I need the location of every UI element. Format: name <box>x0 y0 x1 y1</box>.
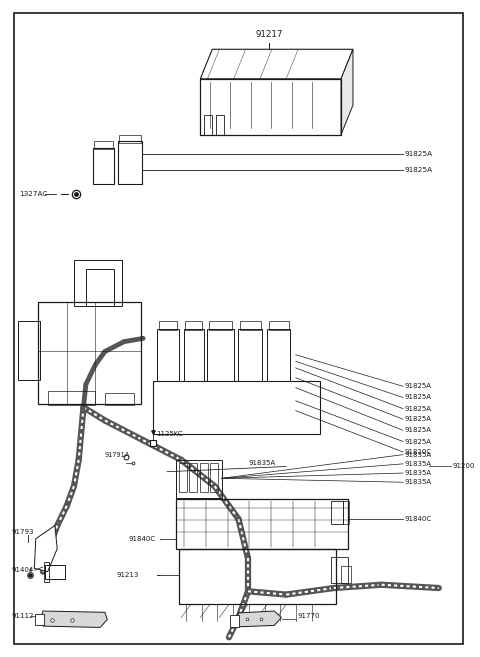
Text: 91791A: 91791A <box>105 452 130 459</box>
Bar <box>207 328 234 381</box>
Polygon shape <box>236 611 281 627</box>
Text: 91770: 91770 <box>297 613 320 620</box>
Text: 91213: 91213 <box>117 572 139 578</box>
Polygon shape <box>200 49 353 79</box>
Text: 91835A: 91835A <box>405 451 432 458</box>
Bar <box>343 501 349 524</box>
Bar <box>153 381 320 434</box>
Bar <box>93 148 114 184</box>
Bar <box>179 549 336 604</box>
Bar <box>74 260 121 306</box>
Bar <box>177 460 222 498</box>
Bar <box>341 566 350 583</box>
Bar <box>268 321 288 330</box>
Polygon shape <box>341 49 353 135</box>
Bar <box>332 501 343 524</box>
Text: 91835A: 91835A <box>405 470 432 476</box>
Text: 91793: 91793 <box>12 529 35 535</box>
Bar <box>230 615 239 627</box>
Text: 91404: 91404 <box>12 567 34 574</box>
Bar <box>119 135 141 143</box>
Text: 91825A: 91825A <box>405 383 432 390</box>
Bar <box>44 562 48 582</box>
Text: 91825A: 91825A <box>405 166 432 173</box>
Text: 1327AC: 1327AC <box>19 191 48 197</box>
Text: 91825A: 91825A <box>405 416 432 422</box>
Bar <box>189 463 197 492</box>
Text: 91825A: 91825A <box>405 438 432 445</box>
Text: 91840C: 91840C <box>405 516 432 522</box>
Bar <box>18 321 39 380</box>
Bar <box>239 328 263 381</box>
Polygon shape <box>35 526 57 572</box>
Bar <box>86 269 114 306</box>
Text: 91835A: 91835A <box>405 479 432 486</box>
Text: 91217: 91217 <box>256 30 283 39</box>
Bar <box>118 141 142 184</box>
Bar <box>240 321 261 330</box>
Text: 91835A: 91835A <box>248 460 275 466</box>
Bar <box>105 393 133 405</box>
Text: 91825A: 91825A <box>405 405 432 412</box>
Bar <box>179 463 187 492</box>
Polygon shape <box>40 611 108 627</box>
Bar <box>209 321 232 330</box>
Text: 91835A: 91835A <box>405 461 432 467</box>
Text: 91840C: 91840C <box>129 535 156 542</box>
Text: 91200: 91200 <box>452 463 475 470</box>
Text: 91825A: 91825A <box>405 394 432 401</box>
Text: 91825A: 91825A <box>405 427 432 434</box>
Bar <box>157 328 179 381</box>
Bar <box>35 614 44 625</box>
Bar <box>267 328 290 381</box>
Bar <box>45 565 65 579</box>
Text: 91112: 91112 <box>12 613 34 620</box>
Bar <box>38 302 141 404</box>
Text: 1125KC: 1125KC <box>156 430 183 437</box>
Bar <box>216 115 224 135</box>
Bar <box>332 557 348 583</box>
Bar <box>48 391 96 405</box>
Bar <box>200 79 341 135</box>
Bar <box>177 499 348 549</box>
Bar <box>184 328 204 381</box>
Text: 91825A: 91825A <box>405 151 432 158</box>
Bar <box>204 115 212 135</box>
Bar <box>94 141 113 149</box>
Bar <box>210 463 218 492</box>
Bar <box>200 463 208 492</box>
Text: 91820C: 91820C <box>405 449 432 455</box>
Bar <box>185 321 202 330</box>
Bar <box>159 321 178 330</box>
